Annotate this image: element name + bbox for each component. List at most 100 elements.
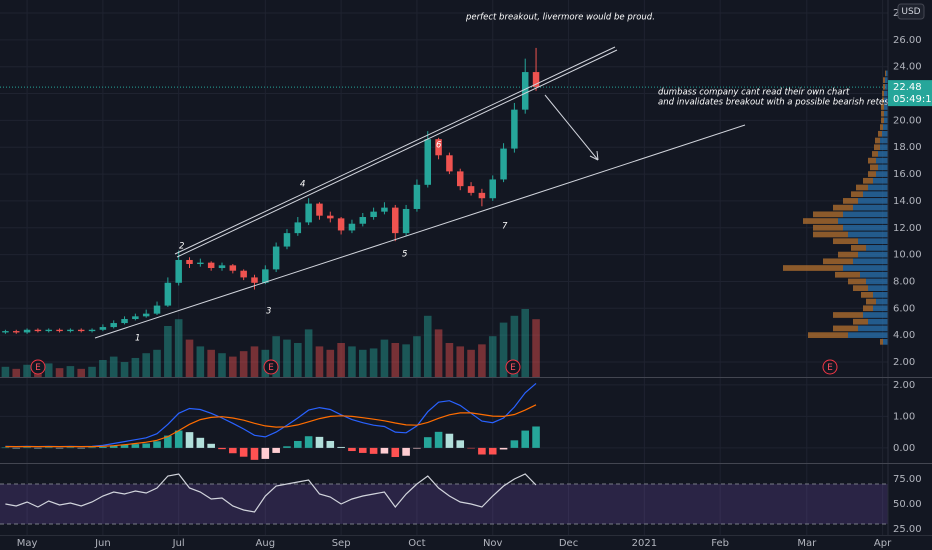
annotation: dumbass company cant read their own char…	[658, 88, 850, 98]
volume-profile-bar	[882, 90, 884, 97]
volume-profile-bar	[868, 184, 888, 191]
y-tick-label: 8.00	[893, 276, 915, 287]
macd-histogram-bar	[77, 447, 86, 449]
volume-profile-bar	[884, 104, 888, 110]
candle-body	[446, 155, 453, 172]
volume-bar	[348, 346, 356, 377]
volume-profile-bar	[883, 77, 885, 83]
volume-bar	[294, 343, 302, 377]
earnings-marker	[505, 359, 521, 375]
volume-bar	[380, 339, 389, 377]
volume-bar	[272, 336, 280, 377]
y-tick-label: 20.00	[893, 115, 922, 126]
volume-bar	[413, 336, 421, 377]
volume-profile-bar	[848, 278, 866, 285]
y-tick-label: 12.00	[893, 223, 922, 234]
macd-histogram-bar	[337, 446, 345, 448]
macd-histogram-bar	[164, 435, 172, 448]
y-tick-label: 2.00	[893, 357, 915, 368]
macd-histogram-bar	[23, 447, 31, 449]
macd-histogram-bar	[229, 447, 237, 454]
volume-profile-bar	[853, 258, 888, 265]
volume-profile-bar	[885, 70, 886, 77]
macd-histogram-bar	[294, 440, 302, 448]
earnings-label: E	[510, 363, 516, 373]
volume-bar	[88, 366, 96, 377]
macd-histogram-bar	[315, 436, 324, 448]
volume-bar	[153, 349, 161, 377]
macd-histogram-bar	[239, 447, 248, 457]
x-tick-label: Mar	[797, 538, 817, 549]
candle-body	[251, 277, 258, 283]
macd-histogram-bar	[369, 447, 378, 454]
volume-bar	[423, 315, 432, 377]
macd-histogram-bar	[153, 441, 161, 448]
candle-body	[197, 262, 204, 264]
volume-bar	[196, 346, 205, 377]
candle-body	[305, 203, 312, 223]
volume-bar	[109, 356, 118, 377]
earnings-label: E	[268, 363, 274, 373]
volume-profile-bar	[860, 271, 888, 278]
macd-histogram-bar	[532, 426, 540, 448]
annotation: 4	[300, 180, 305, 190]
volume-profile-bar	[880, 137, 888, 144]
volume-profile-bar	[863, 312, 888, 318]
macd-histogram-bar	[445, 433, 454, 448]
volume-bar	[488, 336, 497, 377]
currency-button[interactable]	[897, 3, 925, 20]
candle-body	[294, 222, 302, 234]
candle-body	[121, 319, 128, 324]
macd-histogram-bar	[196, 437, 205, 448]
trendline	[174, 46, 616, 255]
volume-profile-bar	[866, 278, 888, 285]
volume-bar	[326, 349, 335, 377]
volume-profile-bar	[848, 231, 888, 238]
volume-profile-bar	[858, 251, 888, 258]
trendline	[176, 49, 618, 258]
candle-body	[88, 329, 96, 332]
last-price-badge	[888, 80, 932, 107]
candle-body	[142, 313, 150, 317]
macd-histogram-bar	[358, 447, 367, 453]
y-tick-label: 24.00	[893, 62, 922, 73]
arrow-head	[589, 150, 599, 161]
volume-profile-bar	[823, 258, 853, 265]
volume-profile-bar	[853, 285, 868, 292]
macd-histogram-bar	[120, 444, 129, 448]
volume-profile-bar	[833, 204, 853, 211]
annotation: 1	[135, 334, 140, 344]
volume-bar	[499, 322, 508, 377]
volume-bar	[164, 326, 172, 377]
volume-profile-bar	[875, 137, 880, 144]
volume-profile-bar	[873, 177, 888, 184]
earnings-label: E	[35, 363, 41, 373]
volume-profile-bar	[872, 151, 878, 157]
volume-profile-bar	[866, 298, 876, 305]
currency-label[interactable]: USD	[901, 7, 920, 17]
volume-profile-bar	[868, 171, 876, 177]
volume-bar	[337, 343, 345, 377]
macd-histogram-bar	[55, 447, 64, 449]
volume-profile-bar	[863, 177, 873, 184]
volume-profile-bar	[783, 265, 843, 271]
volume-bar	[402, 344, 410, 377]
volume-profile-bar	[880, 338, 883, 345]
rsi-line	[5, 473, 537, 513]
macd-histogram-bar	[142, 443, 150, 448]
candle-body	[435, 139, 442, 156]
candle-body	[132, 316, 139, 320]
volume-profile-bar	[873, 305, 888, 312]
annotation: 3	[266, 307, 271, 317]
macd-histogram-bar	[207, 443, 215, 448]
drawings	[94, 46, 746, 339]
volume-profile-bar	[808, 332, 848, 338]
x-tick-label: Nov	[483, 538, 503, 549]
macd-histogram-bar	[185, 432, 194, 448]
volume-bar	[66, 366, 75, 377]
volume-bar	[358, 349, 367, 377]
candle-body	[12, 331, 20, 333]
macd-histogram-bar	[326, 440, 335, 448]
macd-histogram-bar	[348, 447, 356, 452]
